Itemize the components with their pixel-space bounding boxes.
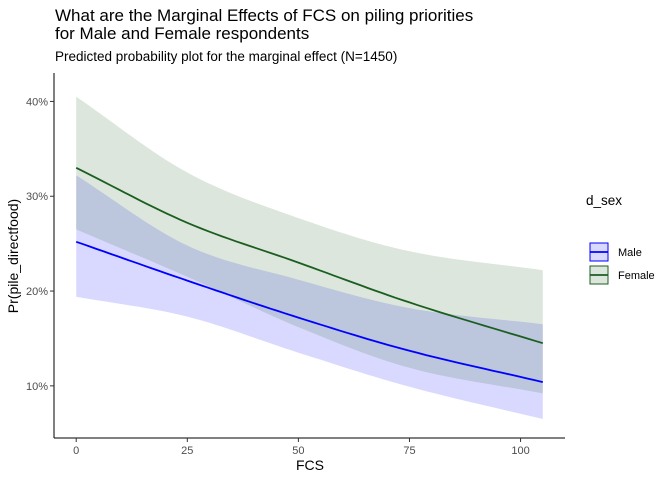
chart-title-line2: for Male and Female respondents <box>55 24 309 43</box>
line-male <box>75 240 544 383</box>
x-axis-title: FCS <box>296 457 324 473</box>
chart-title-line1: What are the Marginal Effects of FCS on … <box>55 6 473 25</box>
legend-label-male: Male <box>618 247 642 259</box>
ci-band-male <box>76 175 543 419</box>
y-ticks: 10% 20% 30% 40% <box>26 96 54 393</box>
line-female <box>75 166 544 345</box>
x-tick-label: 100 <box>511 445 529 457</box>
legend: d_sex Male Female <box>586 193 655 285</box>
y-tick-label: 10% <box>26 381 48 393</box>
y-axis-title: Pr(pile_directfood) <box>5 199 21 313</box>
x-tick-label: 0 <box>73 445 79 457</box>
legend-label-female: Female <box>618 270 655 282</box>
ci-band-female <box>76 96 543 394</box>
x-tick-label: 75 <box>403 445 415 457</box>
x-tick-label: 25 <box>181 445 193 457</box>
y-tick-label: 40% <box>26 96 48 108</box>
plot-area <box>75 96 544 419</box>
x-ticks: 0 25 50 75 100 <box>73 438 530 457</box>
chart-subtitle: Predicted probability plot for the margi… <box>55 49 397 64</box>
y-tick-label: 20% <box>26 286 48 298</box>
y-tick-label: 30% <box>26 191 48 203</box>
legend-title: d_sex <box>586 193 622 208</box>
x-tick-label: 50 <box>292 445 304 457</box>
